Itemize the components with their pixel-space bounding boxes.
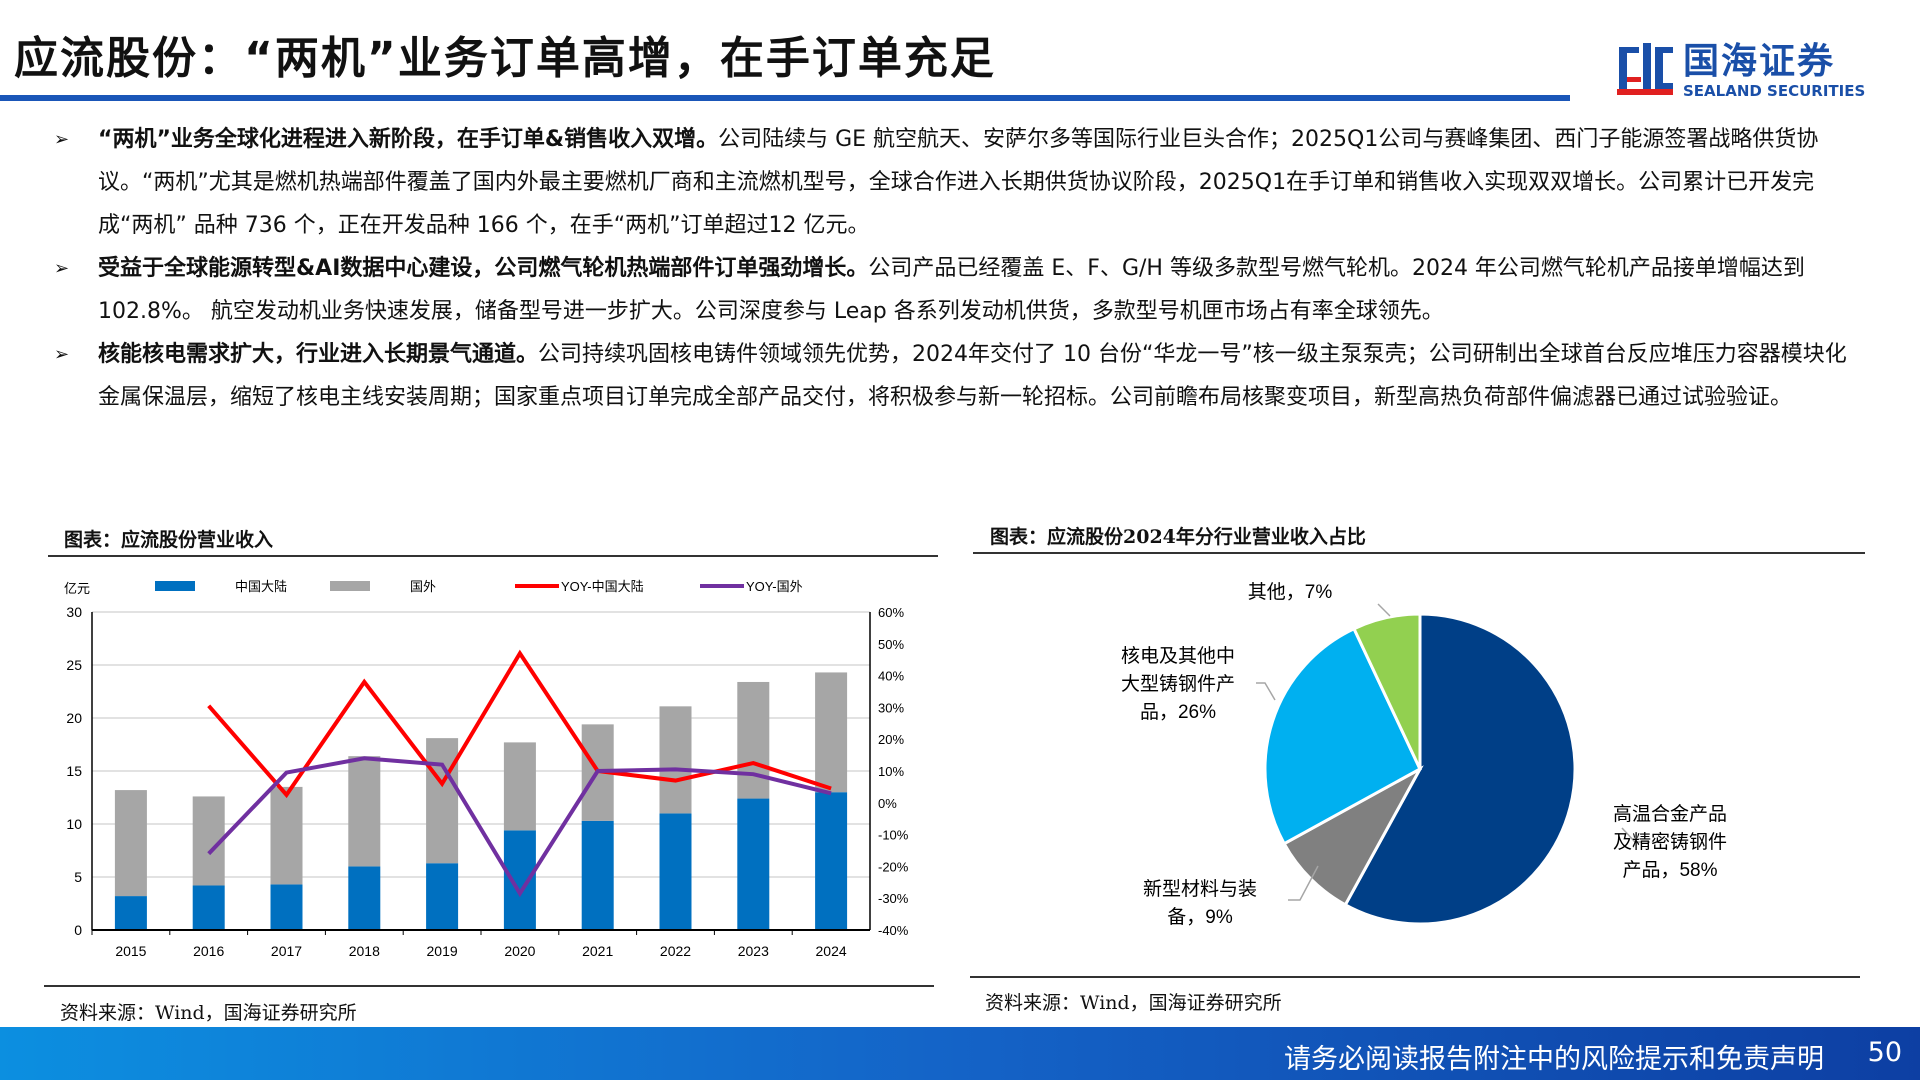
- bullet-heading: 受益于全球能源转型&AI数据中心建设，公司燃气轮机热端部件订单强劲增长。: [98, 256, 869, 281]
- legend-label: YOY-国外: [746, 579, 803, 594]
- logo-en: SEALAND SECURITIES: [1683, 82, 1866, 100]
- y-tick-label: 5: [74, 869, 82, 885]
- bar-overseas: [737, 681, 770, 799]
- bullet-item: ➢ 核能核电需求扩大，行业进入长期景气通道。公司持续巩固核电铸件领域领先优势，20…: [50, 333, 1860, 419]
- pie-label: 高温合金产品及精密铸钢件产品，58%: [1613, 803, 1727, 881]
- x-tick-label: 2023: [738, 943, 769, 959]
- y-tick-label: 10: [66, 816, 82, 832]
- y2-tick-label: -20%: [878, 859, 909, 874]
- bullet-item: ➢ “两机”业务全球化进程进入新阶段，在手订单&销售收入双增。公司陆续与 GE 航…: [50, 118, 1860, 247]
- pie-chart-source: 资料来源：Wind，国海证券研究所: [985, 992, 1282, 1014]
- leader-line: [1377, 603, 1391, 617]
- y-tick-label: 30: [66, 604, 82, 620]
- page-number: 50: [1867, 1037, 1902, 1068]
- bar-overseas: [815, 672, 848, 793]
- x-tick-label: 2019: [427, 943, 458, 959]
- logo: 国海证券 SEALAND SECURITIES: [1615, 36, 1885, 106]
- x-tick-label: 2021: [582, 943, 613, 959]
- bar-domestic: [270, 884, 303, 930]
- y2-tick-label: -40%: [878, 923, 909, 938]
- y2-tick-label: 20%: [878, 732, 904, 747]
- pie-label: 核电及其他中大型铸钢件产品，26%: [1121, 645, 1235, 723]
- bar-domestic: [503, 830, 536, 930]
- leader-line: [1256, 682, 1276, 701]
- legend-swatch: [155, 581, 195, 591]
- leader-line: [1621, 827, 1650, 843]
- bullet-text: 公司持续巩固核电铸件领域领先优势，2024年交付了 10 台份“华龙一号”核一级…: [98, 342, 1847, 410]
- bar-domestic: [192, 885, 225, 930]
- legend-unit: 亿元: [64, 581, 90, 596]
- y2-tick-label: 30%: [878, 700, 904, 715]
- y-tick-label: 20: [66, 710, 82, 726]
- x-tick-label: 2022: [660, 943, 691, 959]
- pie-slice: [1282, 765, 1424, 907]
- divider: [970, 976, 1860, 978]
- y-tick-label: 25: [66, 657, 82, 673]
- legend-label: 国外: [410, 579, 436, 594]
- bar-domestic: [348, 866, 381, 930]
- pie-slice: [1343, 612, 1577, 926]
- bar-domestic: [114, 896, 147, 930]
- bar-overseas: [503, 742, 536, 831]
- revenue-chart-title: 图表：应流股份营业收入: [64, 529, 274, 551]
- bar-domestic: [581, 820, 614, 930]
- logo-mark-icon: [1615, 39, 1675, 103]
- bar-domestic: [737, 798, 770, 930]
- pie-slice: [1263, 626, 1422, 846]
- bar-overseas: [348, 756, 381, 867]
- y2-tick-label: -30%: [878, 891, 909, 906]
- bar-domestic: [659, 813, 692, 930]
- x-tick-label: 2020: [504, 943, 535, 959]
- pie-label: 其他，7%: [1248, 581, 1333, 603]
- legend-label: YOY-中国大陆: [561, 579, 644, 594]
- arrow-bullet-icon: ➢: [54, 258, 70, 279]
- bar-overseas: [426, 738, 459, 864]
- revenue-chart-source: 资料来源：Wind，国海证券研究所: [60, 1002, 357, 1024]
- x-tick-label: 2015: [115, 943, 146, 959]
- bar-overseas: [659, 706, 692, 814]
- segment-pie-chart: 高温合金产品及精密铸钢件产品，58% 新型材料与装备，9% 核电及其他中大型铸钢件产…: [1121, 581, 1727, 928]
- logo-cn: 国海证券: [1683, 41, 1836, 82]
- arrow-bullet-icon: ➢: [54, 344, 70, 365]
- bar-overseas: [114, 790, 147, 897]
- x-tick-label: 2016: [193, 943, 224, 959]
- legend-label: 中国大陆: [235, 579, 287, 594]
- pie-chart-title: 图表：应流股份2024年分行业营业收入占比: [990, 526, 1366, 548]
- x-tick-label: 2024: [816, 943, 847, 959]
- pie-slice: [1352, 612, 1422, 770]
- bar-domestic: [815, 792, 848, 930]
- disclaimer-text: 请务必阅读报告附注中的风险提示和免责声明: [1284, 1044, 1824, 1075]
- legend-swatch: [330, 581, 370, 591]
- y2-tick-label: -10%: [878, 828, 909, 843]
- leader-line: [1288, 865, 1319, 901]
- y2-tick-label: 60%: [878, 605, 904, 620]
- y-tick-label: 0: [74, 922, 82, 938]
- y2-tick-label: 0%: [878, 796, 897, 811]
- y2-tick-label: 40%: [878, 669, 904, 684]
- y-tick-label: 15: [66, 763, 82, 779]
- bullet-list: ➢ “两机”业务全球化进程进入新阶段，在手订单&销售收入双增。公司陆续与 GE 航…: [50, 118, 1860, 419]
- title-underline: [0, 95, 1570, 101]
- pie-label: 新型材料与装备，9%: [1143, 878, 1257, 928]
- divider: [48, 555, 938, 557]
- y2-tick-label: 10%: [878, 764, 904, 779]
- x-tick-label: 2017: [271, 943, 302, 959]
- line-yoy-domestic: [207, 649, 832, 799]
- bar-overseas: [270, 786, 303, 885]
- bullet-item: ➢ 受益于全球能源转型&AI数据中心建设，公司燃气轮机热端部件订单强劲增长。公司产…: [50, 247, 1860, 333]
- footer-bar: 请务必阅读报告附注中的风险提示和免责声明 50: [0, 1027, 1920, 1080]
- bar-domestic: [426, 863, 459, 930]
- bullet-heading: 核能核电需求扩大，行业进入长期景气通道。: [98, 342, 539, 367]
- page-title: 应流股份：“两机”业务订单高增，在手订单充足: [14, 33, 996, 84]
- y2-tick-label: 50%: [878, 637, 904, 652]
- line-yoy-overseas: [207, 756, 832, 898]
- divider: [44, 985, 934, 987]
- revenue-chart: 0 5 10 15 20 25 30 -40% -30% -20% -10% 0% 10% 20% 30% 4…: [64, 579, 909, 959]
- bullet-heading: “两机”业务全球化进程进入新阶段，在手订单&销售收入双增。: [98, 127, 719, 152]
- divider: [973, 552, 1865, 554]
- bullet-text: 公司产品已经覆盖 E、F、G/H 等级多款型号燃气轮机。2024 年公司燃气轮机…: [98, 256, 1805, 324]
- x-tick-label: 2018: [349, 943, 380, 959]
- arrow-bullet-icon: ➢: [54, 129, 70, 150]
- bullet-text: 公司陆续与 GE 航空航天、安萨尔多等国际行业巨头合作；2025Q1公司与赛峰集…: [98, 127, 1819, 238]
